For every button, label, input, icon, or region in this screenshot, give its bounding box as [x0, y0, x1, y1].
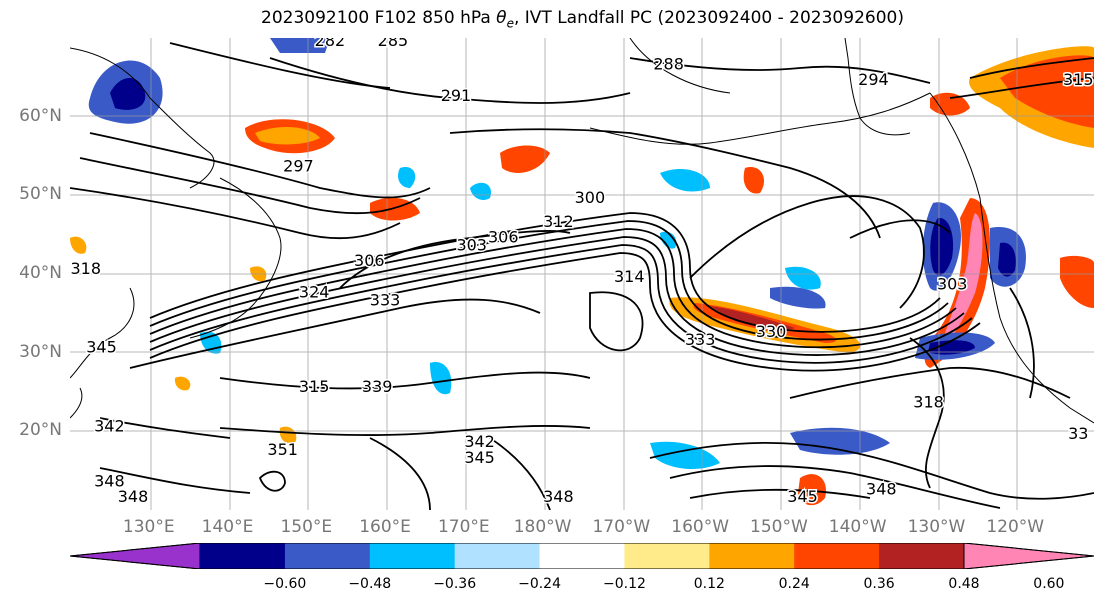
- lon-label: 130°E: [122, 517, 175, 537]
- colorbar-tick-label: −0.12: [602, 576, 646, 592]
- contour-label: 345: [464, 448, 495, 467]
- contour-label: 306: [488, 228, 519, 247]
- colorbar-segment: [539, 543, 625, 569]
- contour-label: 351: [267, 440, 298, 459]
- lon-label: 150°W: [750, 517, 808, 537]
- contour-label: 300: [575, 188, 606, 207]
- contour-label: 303: [456, 235, 487, 254]
- coastlines: [70, 38, 1094, 424]
- contour-label: 312: [543, 212, 574, 231]
- colorbar-segment: [369, 543, 456, 569]
- colorbar-segment: [200, 543, 286, 569]
- map-panel[interactable]: 282 285 288 294 291 297 300 303 306 312 306 314 324 3…: [70, 38, 1094, 510]
- contour-label: 333: [370, 290, 401, 309]
- lon-label: 160°E: [359, 517, 411, 537]
- contour-label: 324: [299, 283, 330, 302]
- lon-label: 150°E: [280, 517, 333, 537]
- contour-label: 348: [866, 479, 897, 498]
- lat-label: 60°N: [19, 105, 62, 126]
- colorbar: [70, 543, 1094, 569]
- colorbar-tick-label: −0.36: [433, 576, 477, 592]
- colorbar-segment: [70, 543, 201, 569]
- lat-label: 30°N: [19, 341, 62, 362]
- contour-label: 345: [787, 487, 818, 506]
- lon-label: 180°W: [513, 517, 572, 537]
- contour-label: 330: [756, 322, 787, 341]
- contour-label: 306: [354, 251, 385, 270]
- lon-label: 130°W: [907, 517, 966, 537]
- colorbar-segment: [709, 543, 795, 569]
- contour-label: 288: [653, 54, 684, 73]
- colorbar-tick-label: 0.36: [863, 576, 895, 592]
- lon-label: 160°W: [671, 517, 730, 537]
- colorbar-tick-label: 0.48: [948, 576, 980, 592]
- lat-label: 20°N: [19, 420, 62, 441]
- colorbar-segment: [624, 543, 710, 569]
- contour-label: 345: [86, 338, 117, 357]
- colorbar-segment: [794, 543, 880, 569]
- contour-label: 342: [464, 432, 495, 451]
- contour-label: 348: [94, 471, 125, 490]
- lon-label: 170°W: [592, 517, 651, 537]
- lon-label: 120°W: [986, 517, 1045, 537]
- contour-label: 315: [299, 377, 330, 396]
- lon-label: 140°W: [828, 517, 887, 537]
- contour-label: 318: [70, 259, 101, 278]
- contour-label: 297: [283, 157, 314, 176]
- colorbar-segment: [284, 543, 371, 569]
- lon-label: 170°E: [437, 517, 490, 537]
- map-title: 2023092100 F102 850 hPa θe, IVT Landfall…: [261, 8, 904, 31]
- colorbar-tick-label: −0.60: [263, 576, 307, 592]
- colorbar-tick-label: 0.60: [1033, 576, 1065, 592]
- contour-label: 294: [858, 70, 889, 89]
- contour-label: 342: [94, 416, 125, 435]
- contour-label: 33: [1068, 424, 1088, 443]
- lat-label: 50°N: [19, 184, 62, 205]
- colorbar-tick-label: 0.24: [778, 576, 810, 592]
- contour-label: 348: [543, 487, 574, 506]
- contour-lines: [70, 42, 1094, 510]
- contour-label: 339: [362, 377, 393, 396]
- colorbar-segment: [963, 543, 1094, 569]
- contour-label: 333: [685, 330, 716, 349]
- contour-label: 282: [315, 38, 346, 50]
- contour-label: 314: [614, 267, 645, 286]
- contour-label: 315: [1063, 70, 1094, 89]
- colorbar-tick-label: −0.24: [518, 576, 561, 592]
- colorbar-tick-label: 0.12: [693, 576, 725, 592]
- lat-label: 40°N: [19, 263, 62, 283]
- colorbar-segment: [879, 543, 965, 569]
- contour-label: 303: [937, 275, 968, 294]
- lon-label: 140°E: [201, 517, 254, 537]
- contour-label: 348: [118, 487, 149, 506]
- contour-label: 318: [913, 393, 944, 412]
- colorbar-segment: [454, 543, 541, 569]
- colorbar-tick-label: −0.48: [348, 576, 392, 592]
- contour-label: 291: [441, 86, 472, 105]
- contour-label: 285: [378, 38, 409, 50]
